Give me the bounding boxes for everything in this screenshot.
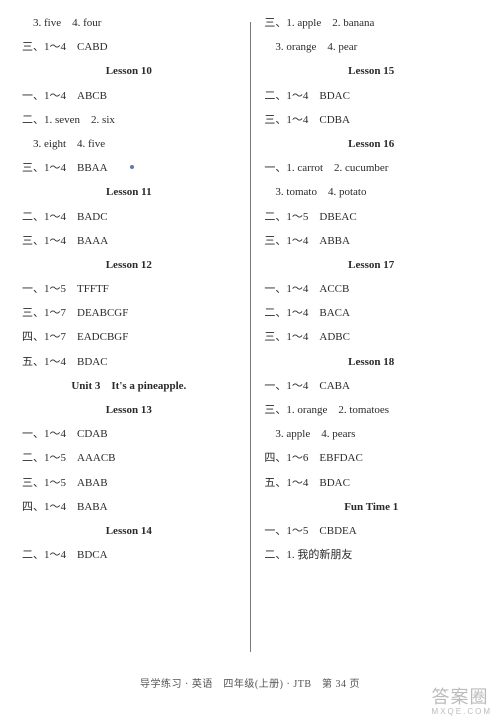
section-heading: Lesson 18 [264,357,478,368]
answer-line: 三、1～4 CABD [22,42,236,53]
page-body: 3. five 4. four 三、1～4 CABD Lesson 10 一、1～4 … [0,0,500,680]
answer-line: 二、1～5 AAACB [22,453,236,464]
answer-line: 三、1. orange 2. tomatoes [264,405,478,416]
left-column: 3. five 4. four 三、1～4 CABD Lesson 10 一、1～4 … [22,18,250,680]
watermark-main: 答案圈 [432,687,489,707]
answer-line: 四、1～6 EBFDAC [264,453,478,464]
answer-line: 一、1～4 CDAB [22,429,236,440]
answer-line: 三、1～5 ABAB [22,478,236,489]
answer-line: 一、1～4 ABCB [22,91,236,102]
answer-line: 二、1～5 DBEAC [264,212,478,223]
answer-line: 四、1～4 BABA [22,502,236,513]
answer-line: 五、1～4 BDAC [264,478,478,489]
answer-line: 3. eight 4. five [22,139,236,150]
answer-line: 3. apple 4. pears [264,429,478,440]
answer-line: 3. five 4. four [22,18,236,29]
section-heading: Lesson 15 [264,66,478,77]
section-heading: Fun Time 1 [264,502,478,513]
section-heading: Lesson 17 [264,260,478,271]
answer-line: 三、1～4 BAAA [22,236,236,247]
watermark-sub: MXQE.COM [432,707,492,716]
watermark: 答案圈 MXQE.COM [432,683,492,716]
section-heading: Lesson 14 [22,526,236,537]
right-column: 三、1. apple 2. banana 3. orange 4. pear Le… [250,18,478,680]
section-heading: Unit 3 It's a pineapple. [22,381,236,392]
section-heading: Lesson 11 [22,187,236,198]
answer-line: 二、1～4 BDCA [22,550,236,561]
answer-line: 三、1～7 DEABCGF [22,308,236,319]
answer-line: 一、1～5 CBDEA [264,526,478,537]
answer-line: 3. tomato 4. potato [264,187,478,198]
answer-line: 四、1～7 EADCBGF [22,332,236,343]
answer-line: 二、1. 我的新朋友 [264,550,478,561]
answer-line: 一、1～5 TFFTF [22,284,236,295]
section-heading: Lesson 12 [22,260,236,271]
answer-line: 二、1～4 BADC [22,212,236,223]
answer-line: 3. orange 4. pear [264,42,478,53]
answer-line: 三、1～4 BBAA [22,163,236,174]
answer-line: 三、1～4 ADBC [264,332,478,343]
answer-line: 五、1～4 BDAC [22,357,236,368]
decorative-dot [130,165,134,169]
answer-line: 三、1～4 CDBA [264,115,478,126]
section-heading: Lesson 16 [264,139,478,150]
answer-line: 一、1～4 CABA [264,381,478,392]
page-footer: 导学练习 · 英语 四年级(上册) · JTB 第 34 页 [0,675,500,690]
answer-line: 二、1～4 BDAC [264,91,478,102]
section-heading: Lesson 10 [22,66,236,77]
answer-line: 二、1. seven 2. six [22,115,236,126]
answer-line: 三、1. apple 2. banana [264,18,478,29]
answer-line: 三、1～4 ABBA [264,236,478,247]
answer-line: 二、1～4 BACA [264,308,478,319]
answer-line: 一、1～4 ACCB [264,284,478,295]
answer-line: 一、1. carrot 2. cucumber [264,163,478,174]
section-heading: Lesson 13 [22,405,236,416]
